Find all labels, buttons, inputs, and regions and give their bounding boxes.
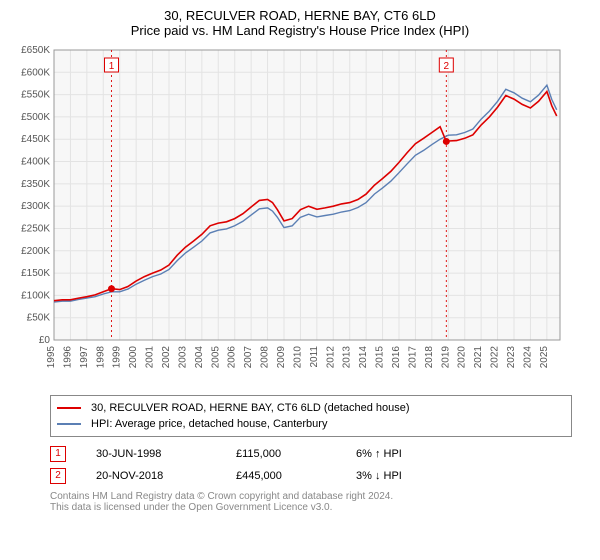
svg-text:£100K: £100K [21,290,50,301]
sales-table: 1 30-JUN-1998 £115,000 6% ↑ HPI 2 20-NOV… [50,443,572,487]
svg-text:2020: 2020 [457,346,468,369]
svg-text:2001: 2001 [145,346,156,369]
sale-marker-icon: 2 [50,468,66,484]
svg-text:£650K: £650K [21,45,50,56]
svg-text:2009: 2009 [276,346,287,369]
sale-row: 1 30-JUN-1998 £115,000 6% ↑ HPI [50,443,572,465]
svg-text:2025: 2025 [539,346,550,369]
sale-row: 2 20-NOV-2018 £445,000 3% ↓ HPI [50,465,572,487]
sale-pct: 6% ↑ HPI [356,448,446,460]
svg-text:2021: 2021 [473,346,484,369]
svg-text:£500K: £500K [21,112,50,123]
page-title-2: Price paid vs. HM Land Registry's House … [10,23,590,38]
legend-row: 30, RECULVER ROAD, HERNE BAY, CT6 6LD (d… [57,400,565,416]
sale-date: 30-JUN-1998 [96,448,206,460]
svg-text:2018: 2018 [424,346,435,369]
svg-text:2024: 2024 [522,346,533,369]
svg-text:2002: 2002 [161,346,172,369]
footer: Contains HM Land Registry data © Crown c… [50,491,572,513]
svg-text:2006: 2006 [227,346,238,369]
svg-text:1997: 1997 [79,346,90,369]
svg-text:2011: 2011 [309,346,320,368]
svg-text:£0: £0 [39,335,51,346]
chart-svg: £0 £50K £100K £150K £200K £250K £300K £350K £400… [10,44,570,384]
svg-text:£400K: £400K [21,157,50,168]
svg-text:1999: 1999 [112,346,123,369]
svg-text:2003: 2003 [177,346,188,369]
svg-text:£200K: £200K [21,246,50,257]
svg-text:2005: 2005 [210,346,221,369]
svg-text:£300K: £300K [21,201,50,212]
legend-swatch-subject [57,407,81,409]
svg-text:2008: 2008 [260,346,271,369]
svg-text:1998: 1998 [95,346,106,369]
svg-text:2013: 2013 [342,346,353,369]
svg-text:2007: 2007 [243,346,254,369]
svg-text:2022: 2022 [490,346,501,369]
svg-text:1: 1 [109,61,115,72]
svg-text:2023: 2023 [506,346,517,369]
legend-label: HPI: Average price, detached house, Cant… [91,418,327,430]
svg-text:2010: 2010 [292,346,303,369]
svg-text:2017: 2017 [407,346,418,369]
svg-text:1996: 1996 [62,346,73,369]
sale-pct: 3% ↓ HPI [356,470,446,482]
svg-text:2000: 2000 [128,346,139,369]
legend-swatch-hpi [57,423,81,425]
svg-text:2015: 2015 [375,346,386,369]
svg-text:2: 2 [444,61,450,72]
sale-date: 20-NOV-2018 [96,470,206,482]
svg-text:2014: 2014 [358,346,369,369]
legend: 30, RECULVER ROAD, HERNE BAY, CT6 6LD (d… [50,395,572,437]
legend-row: HPI: Average price, detached house, Cant… [57,416,565,432]
svg-text:£250K: £250K [21,223,50,234]
footer-line: This data is licensed under the Open Gov… [50,502,572,513]
footer-line: Contains HM Land Registry data © Crown c… [50,491,572,502]
sale-price: £115,000 [236,448,326,460]
sale-price: £445,000 [236,470,326,482]
price-chart: £0 £50K £100K £150K £200K £250K £300K £350K £400… [10,44,590,389]
svg-text:£350K: £350K [21,179,50,190]
page-title-1: 30, RECULVER ROAD, HERNE BAY, CT6 6LD [10,8,590,23]
svg-text:£550K: £550K [21,90,50,101]
svg-text:2012: 2012 [325,346,336,369]
sale-marker-icon: 1 [50,446,66,462]
svg-text:£50K: £50K [27,313,51,324]
svg-text:2004: 2004 [194,346,205,369]
svg-text:£450K: £450K [21,134,50,145]
svg-text:£600K: £600K [21,67,50,78]
legend-label: 30, RECULVER ROAD, HERNE BAY, CT6 6LD (d… [91,402,410,414]
svg-text:£150K: £150K [21,268,50,279]
svg-text:2016: 2016 [391,346,402,369]
svg-text:1995: 1995 [46,346,57,369]
svg-text:2019: 2019 [440,346,451,369]
